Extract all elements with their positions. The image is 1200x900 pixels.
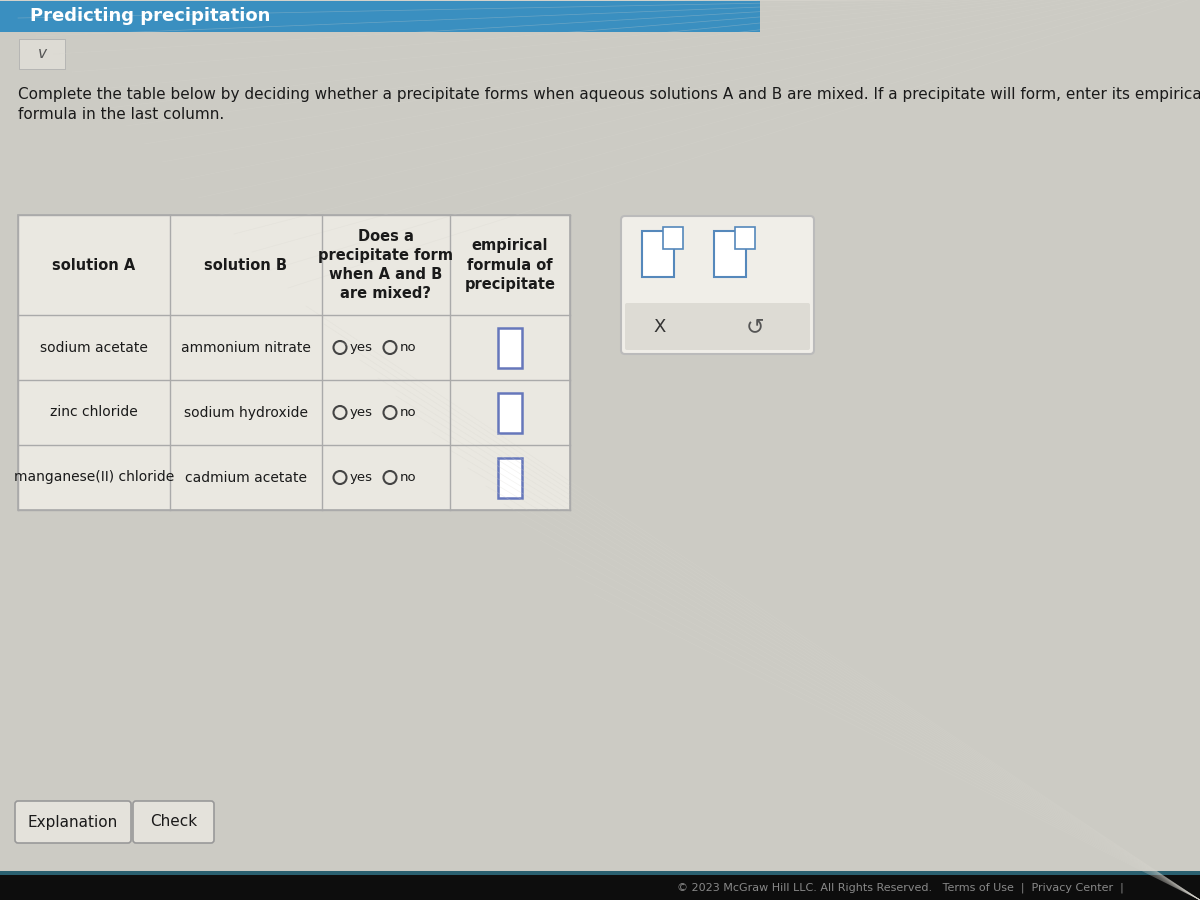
FancyBboxPatch shape — [498, 457, 522, 498]
Text: yes: yes — [349, 406, 372, 419]
Text: sodium acetate: sodium acetate — [40, 340, 148, 355]
FancyBboxPatch shape — [622, 216, 814, 354]
FancyBboxPatch shape — [662, 227, 683, 249]
Text: cadmium acetate: cadmium acetate — [185, 471, 307, 484]
Bar — [18, 215, 570, 510]
Text: no: no — [400, 406, 416, 419]
Text: zinc chloride: zinc chloride — [50, 406, 138, 419]
FancyBboxPatch shape — [734, 227, 755, 249]
FancyBboxPatch shape — [625, 303, 810, 350]
Bar — [0, 0, 760, 32]
FancyBboxPatch shape — [498, 392, 522, 433]
Text: manganese(II) chloride: manganese(II) chloride — [14, 471, 174, 484]
Text: yes: yes — [349, 341, 372, 354]
Text: Complete the table below by deciding whether a precipitate forms when aqueous so: Complete the table below by deciding whe… — [18, 87, 1200, 102]
Bar — [0, 871, 1200, 875]
Text: v: v — [37, 47, 47, 61]
Text: Predicting precipitation: Predicting precipitation — [30, 7, 270, 25]
FancyBboxPatch shape — [642, 231, 674, 277]
Text: ↺: ↺ — [745, 318, 764, 338]
FancyBboxPatch shape — [714, 231, 746, 277]
FancyBboxPatch shape — [498, 328, 522, 367]
Text: formula in the last column.: formula in the last column. — [18, 107, 224, 122]
Text: © 2023 McGraw Hill LLC. All Rights Reserved.   Terms of Use  |  Privacy Center  : © 2023 McGraw Hill LLC. All Rights Reser… — [677, 882, 1123, 893]
Text: no: no — [400, 341, 416, 354]
FancyBboxPatch shape — [14, 801, 131, 843]
Text: X: X — [654, 319, 666, 337]
Text: empirical
formula of
precipitate: empirical formula of precipitate — [464, 238, 556, 292]
Text: Does a
precipitate form
when A and B
are mixed?: Does a precipitate form when A and B are… — [318, 229, 454, 302]
FancyBboxPatch shape — [19, 39, 65, 69]
Text: yes: yes — [349, 471, 372, 484]
Text: ammonium nitrate: ammonium nitrate — [181, 340, 311, 355]
Text: sodium hydroxide: sodium hydroxide — [184, 406, 308, 419]
Text: solution A: solution A — [53, 257, 136, 273]
Text: solution B: solution B — [204, 257, 288, 273]
Text: no: no — [400, 471, 416, 484]
Text: Check: Check — [150, 814, 197, 830]
FancyBboxPatch shape — [133, 801, 214, 843]
Bar — [0, 875, 1200, 900]
Text: Explanation: Explanation — [28, 814, 118, 830]
